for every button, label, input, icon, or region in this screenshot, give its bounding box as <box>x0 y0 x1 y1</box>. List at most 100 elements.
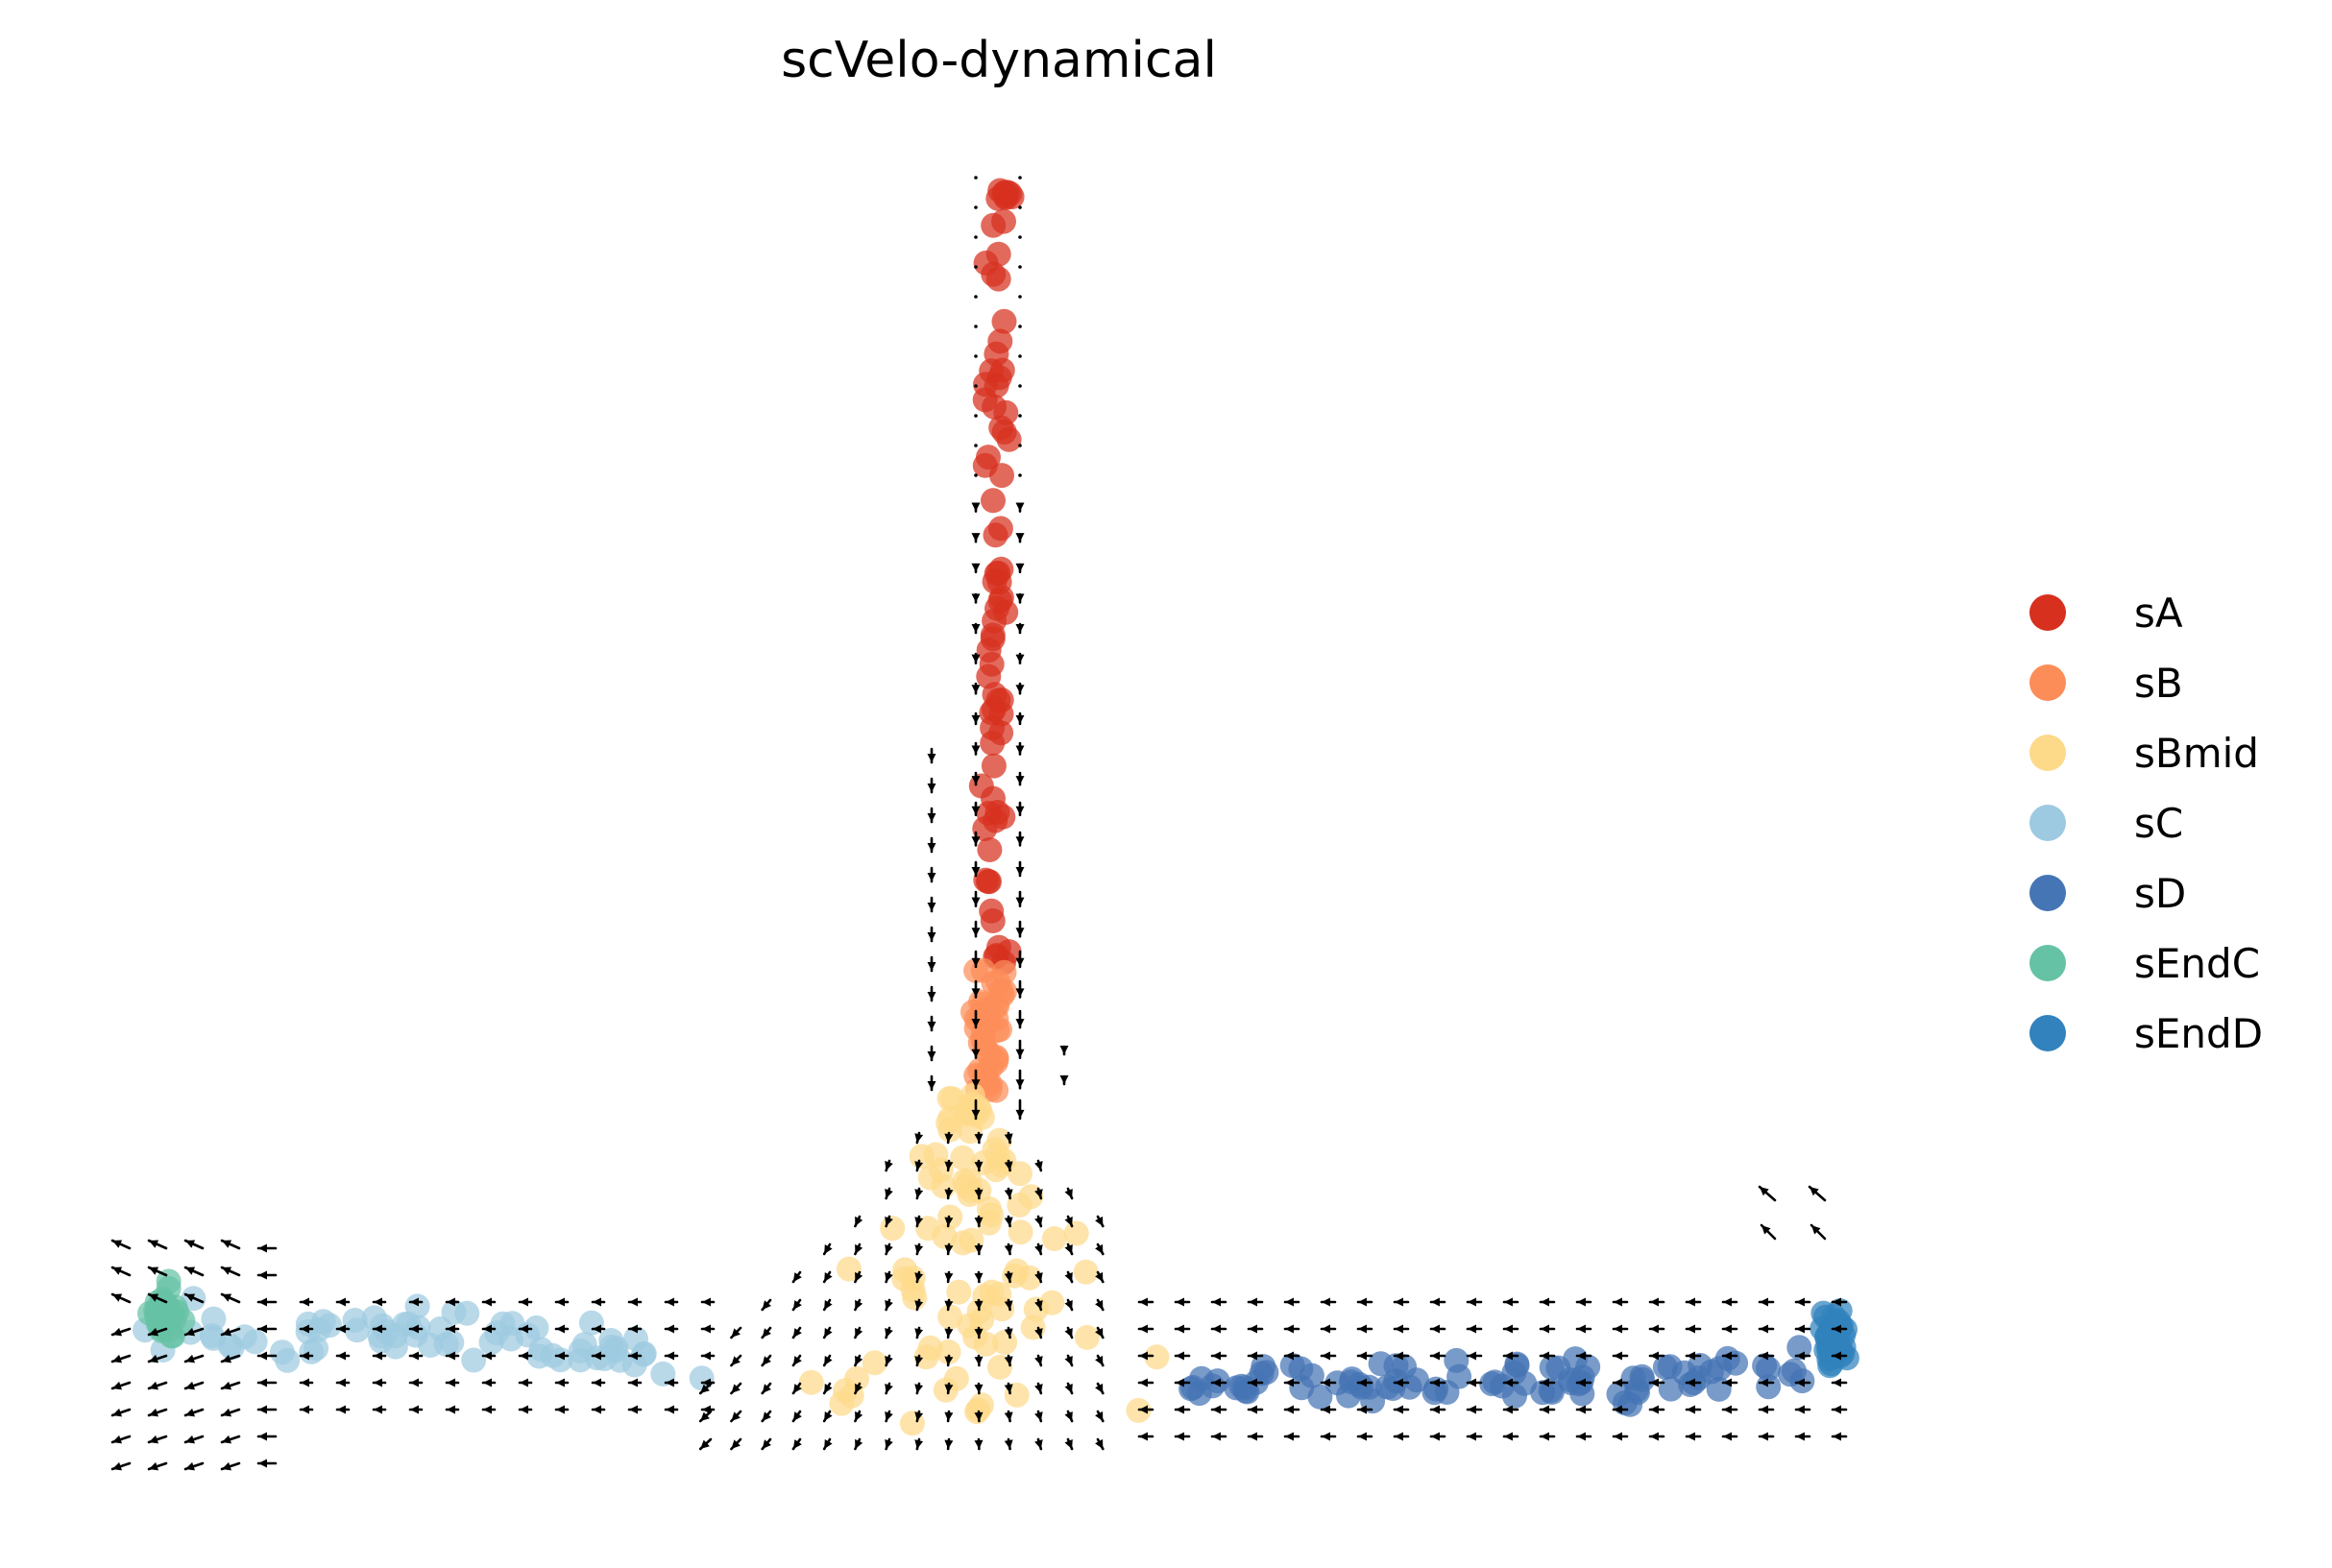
velocity-arrow <box>1831 1297 1848 1307</box>
velocity-arrow <box>730 1382 742 1395</box>
velocity-arrow <box>1721 1351 1738 1361</box>
velocity-arrow <box>1018 265 1022 269</box>
velocity-arrow <box>971 950 981 969</box>
velocity-arrow <box>927 896 936 913</box>
velocity-arrow <box>971 682 981 695</box>
velocity-arrow <box>822 1382 833 1395</box>
point-sA <box>981 488 1006 514</box>
velocity-arrow <box>914 1159 924 1172</box>
velocity-arrow <box>1721 1378 1738 1387</box>
velocity-arrow <box>761 1437 772 1451</box>
velocity-arrow <box>1612 1405 1629 1414</box>
point-sC <box>526 1343 552 1369</box>
velocity-arrow <box>944 1326 954 1339</box>
velocity-arrow <box>854 1437 863 1451</box>
point-sBmid <box>1041 1226 1067 1251</box>
legend: sA sB sBmid sC sD sEndC sEndD <box>2029 590 2263 1057</box>
velocity-arrow <box>220 1354 241 1363</box>
velocity-arrow <box>591 1297 606 1307</box>
velocity-arrow <box>1721 1324 1738 1334</box>
velocity-arrow <box>1393 1324 1410 1334</box>
velocity-arrow <box>664 1405 679 1414</box>
velocity-arrow <box>256 1405 278 1414</box>
velocity-arrow <box>971 592 981 604</box>
point-sC <box>242 1329 268 1355</box>
point-sC <box>454 1300 480 1326</box>
velocity-arrow <box>974 444 978 447</box>
velocity-arrow <box>147 1435 168 1444</box>
point-sBmid <box>960 1082 985 1108</box>
velocity-arrow <box>1018 473 1022 477</box>
velocity-arrow <box>256 1243 278 1253</box>
velocity-arrow <box>944 1131 954 1145</box>
velocity-arrow <box>914 1270 924 1284</box>
point-sA <box>993 183 1019 209</box>
velocity-arrow <box>1539 1378 1556 1387</box>
velocity-arrow <box>1018 205 1022 209</box>
velocity-arrow <box>1034 1437 1043 1451</box>
velocity-arrow <box>854 1326 863 1339</box>
velocity-arrow <box>885 1159 893 1172</box>
velocity-arrow <box>1059 1074 1069 1086</box>
point-sB <box>975 1039 1001 1065</box>
velocity-arrow <box>1004 1159 1013 1172</box>
velocity-arrow <box>730 1326 742 1339</box>
velocity-arrow <box>110 1461 132 1471</box>
point-sD <box>1180 1375 1206 1400</box>
velocity-arrow <box>1466 1324 1483 1334</box>
velocity-arrow <box>481 1297 497 1307</box>
point-sC <box>342 1308 368 1333</box>
point-sC <box>547 1347 573 1373</box>
velocity-arrow <box>664 1378 679 1387</box>
velocity-arrow <box>974 1382 984 1395</box>
velocity-arrow <box>974 1298 984 1312</box>
velocity-arrow <box>944 1382 954 1395</box>
velocity-arrow <box>1034 1242 1043 1256</box>
point-sEndD <box>1826 1309 1852 1335</box>
velocity-arrow <box>1018 235 1022 239</box>
velocity-arrow <box>974 473 978 477</box>
velocity-arrow <box>1095 1382 1105 1395</box>
legend-item-sA: sA <box>2029 590 2183 637</box>
velocity-arrow <box>1393 1378 1410 1387</box>
velocity-arrow <box>885 1242 893 1256</box>
velocity-arrow <box>974 265 978 269</box>
velocity-arrow <box>1648 1297 1665 1307</box>
velocity-arrow <box>627 1378 643 1387</box>
velocity-arrow <box>1758 1351 1775 1361</box>
velocity-arrow <box>1685 1405 1702 1414</box>
velocity-arrow <box>1320 1324 1337 1334</box>
velocity-arrow <box>1356 1378 1373 1387</box>
point-sBmid <box>937 1304 963 1330</box>
velocity-arrow <box>761 1382 772 1395</box>
velocity-arrow <box>1794 1351 1811 1361</box>
velocity-arrow <box>974 205 978 209</box>
velocity-arrow <box>1064 1187 1074 1200</box>
point-sBmid <box>1039 1290 1065 1315</box>
velocity-arrow <box>110 1354 132 1363</box>
velocity-arrow <box>944 1159 954 1172</box>
velocity-arrow <box>914 1326 924 1339</box>
velocity-arrow <box>1685 1378 1702 1387</box>
velocity-arrow <box>914 1215 924 1228</box>
velocity-arrow <box>1064 1270 1074 1284</box>
velocity-arrow <box>1648 1351 1665 1361</box>
velocity-arrow <box>700 1324 716 1334</box>
velocity-arrow <box>408 1405 424 1414</box>
velocity-arrow <box>885 1326 893 1339</box>
velocity-arrow <box>974 1215 984 1228</box>
velocity-arrows <box>110 176 1848 1471</box>
velocity-arrow <box>1831 1432 1848 1441</box>
velocity-arrow <box>591 1351 606 1361</box>
velocity-arrow <box>1539 1351 1556 1361</box>
velocity-arrow <box>974 1159 984 1172</box>
velocity-arrow <box>1034 1354 1043 1367</box>
velocity-arrow <box>1004 1437 1013 1451</box>
velocity-arrow <box>220 1461 241 1471</box>
velocity-arrow <box>627 1405 643 1414</box>
point-sD <box>1752 1353 1778 1379</box>
velocity-arrow <box>220 1435 241 1444</box>
legend-item-sC: sC <box>2029 800 2183 847</box>
velocity-arrow <box>698 1410 713 1423</box>
velocity-arrow <box>256 1432 278 1441</box>
